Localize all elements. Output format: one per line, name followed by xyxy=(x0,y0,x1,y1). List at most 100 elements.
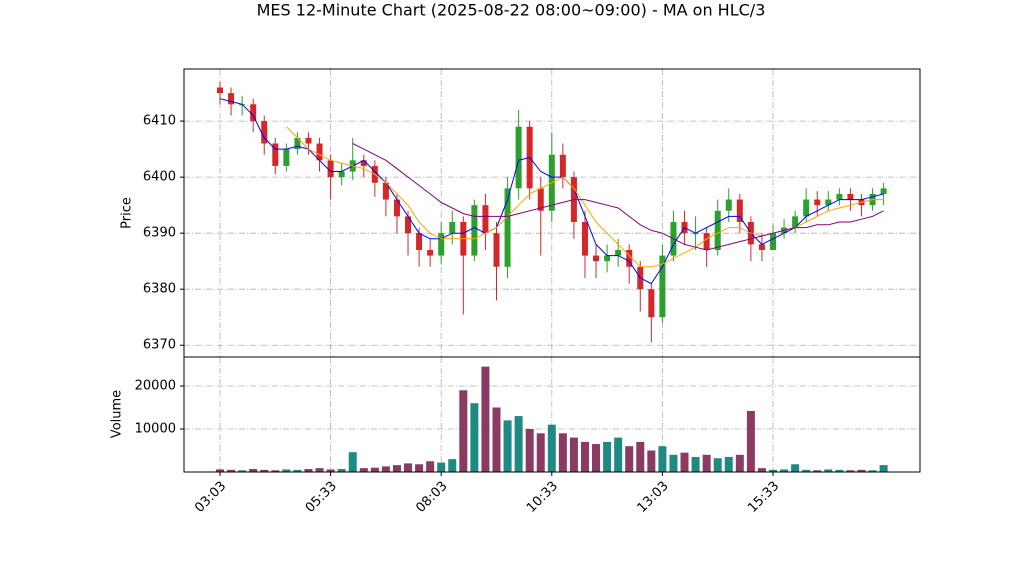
volume-bar xyxy=(304,468,313,472)
volume-bar xyxy=(702,454,711,472)
volume-bar xyxy=(315,468,324,472)
volume-bar xyxy=(216,469,224,472)
volume-bar xyxy=(337,468,346,472)
volume-bar xyxy=(271,470,280,472)
volume-bar xyxy=(503,420,512,472)
volume-bar xyxy=(824,469,833,472)
y-tick-label: 6390 xyxy=(143,226,176,241)
candle-body xyxy=(803,199,810,217)
candle-body xyxy=(316,143,323,161)
candle-body xyxy=(327,160,334,178)
candle-body xyxy=(338,171,345,178)
candle-body xyxy=(493,233,500,267)
y-tick-label: 6370 xyxy=(143,338,176,353)
volume-bar xyxy=(348,452,357,472)
volume-bar xyxy=(448,459,457,472)
volume-bar xyxy=(669,454,678,472)
y-tick-label: 10000 xyxy=(135,421,176,436)
candle-body xyxy=(703,233,710,250)
candle-body xyxy=(272,143,279,166)
volume-bar xyxy=(238,470,247,472)
volume-bar xyxy=(249,468,258,472)
candle-body xyxy=(393,199,400,217)
candle-body xyxy=(825,199,832,206)
candle-body xyxy=(648,289,655,318)
candle-body xyxy=(360,160,367,166)
candle-body xyxy=(581,221,588,256)
candle-body xyxy=(792,216,799,228)
volume-bar xyxy=(791,464,800,472)
candle-body xyxy=(758,244,765,250)
candle-body xyxy=(471,205,478,256)
candle-body xyxy=(604,255,611,262)
candle-body xyxy=(515,126,522,189)
candle-body xyxy=(725,199,732,211)
candle-body xyxy=(814,199,821,206)
candle-body xyxy=(261,121,268,144)
candle-body xyxy=(880,188,887,194)
candle-body xyxy=(482,205,489,234)
volume-bar xyxy=(813,470,822,472)
candle-body xyxy=(770,233,776,250)
volume-bar xyxy=(415,464,424,472)
chart-title: MES 12-Minute Chart (2025-08-22 08:00~09… xyxy=(257,1,766,20)
volume-bar xyxy=(879,465,888,472)
y-axis-label: Volume xyxy=(110,390,125,438)
candle-body xyxy=(405,216,412,234)
volume-bar xyxy=(658,446,667,472)
volume-bar xyxy=(625,446,634,472)
candle-body xyxy=(559,154,566,178)
candle-body xyxy=(427,249,434,256)
candle-body xyxy=(659,255,666,318)
volume-bar xyxy=(525,428,534,472)
volume-bar xyxy=(724,456,733,472)
y-tick-label: 6410 xyxy=(143,114,176,129)
candle-body xyxy=(250,104,257,122)
volume-bar xyxy=(868,470,877,472)
volume-bar xyxy=(492,407,501,472)
volume-bar xyxy=(404,463,413,472)
candle-body xyxy=(626,249,633,267)
candle-body xyxy=(294,137,301,150)
candle-body xyxy=(217,87,223,94)
volume-bar xyxy=(558,433,567,472)
volume-bar xyxy=(569,437,578,472)
volume-bar xyxy=(293,469,302,472)
volume-bar xyxy=(547,424,556,472)
volume-bar xyxy=(746,410,755,472)
volume-bar xyxy=(691,456,700,472)
volume-bar xyxy=(614,437,623,472)
volume-bar xyxy=(757,468,766,472)
volume-bar xyxy=(592,444,601,472)
volume-bar xyxy=(536,433,545,472)
volume-bar xyxy=(470,403,479,472)
volume-bar xyxy=(359,468,368,472)
y-tick-label: 20000 xyxy=(135,378,176,393)
volume-bar xyxy=(437,462,446,472)
volume-bar xyxy=(370,467,379,472)
candle-body xyxy=(305,137,312,144)
ma-line xyxy=(352,143,884,251)
ma-line xyxy=(219,98,884,285)
volume-bar xyxy=(857,469,866,472)
volume-bar xyxy=(780,469,789,472)
candle-body xyxy=(593,255,600,262)
volume-bar xyxy=(514,416,523,472)
candle-body xyxy=(836,193,843,200)
volume-bar xyxy=(735,454,744,472)
candle-body xyxy=(283,149,290,166)
volume-bar xyxy=(713,458,722,472)
candle-body xyxy=(537,188,544,211)
volume-bar xyxy=(381,466,390,472)
volume-bar xyxy=(459,390,468,472)
y-tick-label: 6380 xyxy=(143,282,176,297)
volume-bar xyxy=(846,470,855,472)
candle-body xyxy=(449,221,456,234)
candle-body xyxy=(736,199,743,222)
plot-frame xyxy=(183,356,921,473)
volume-bar xyxy=(680,452,689,472)
volume-bar xyxy=(260,469,269,472)
volume-bar xyxy=(802,469,811,472)
